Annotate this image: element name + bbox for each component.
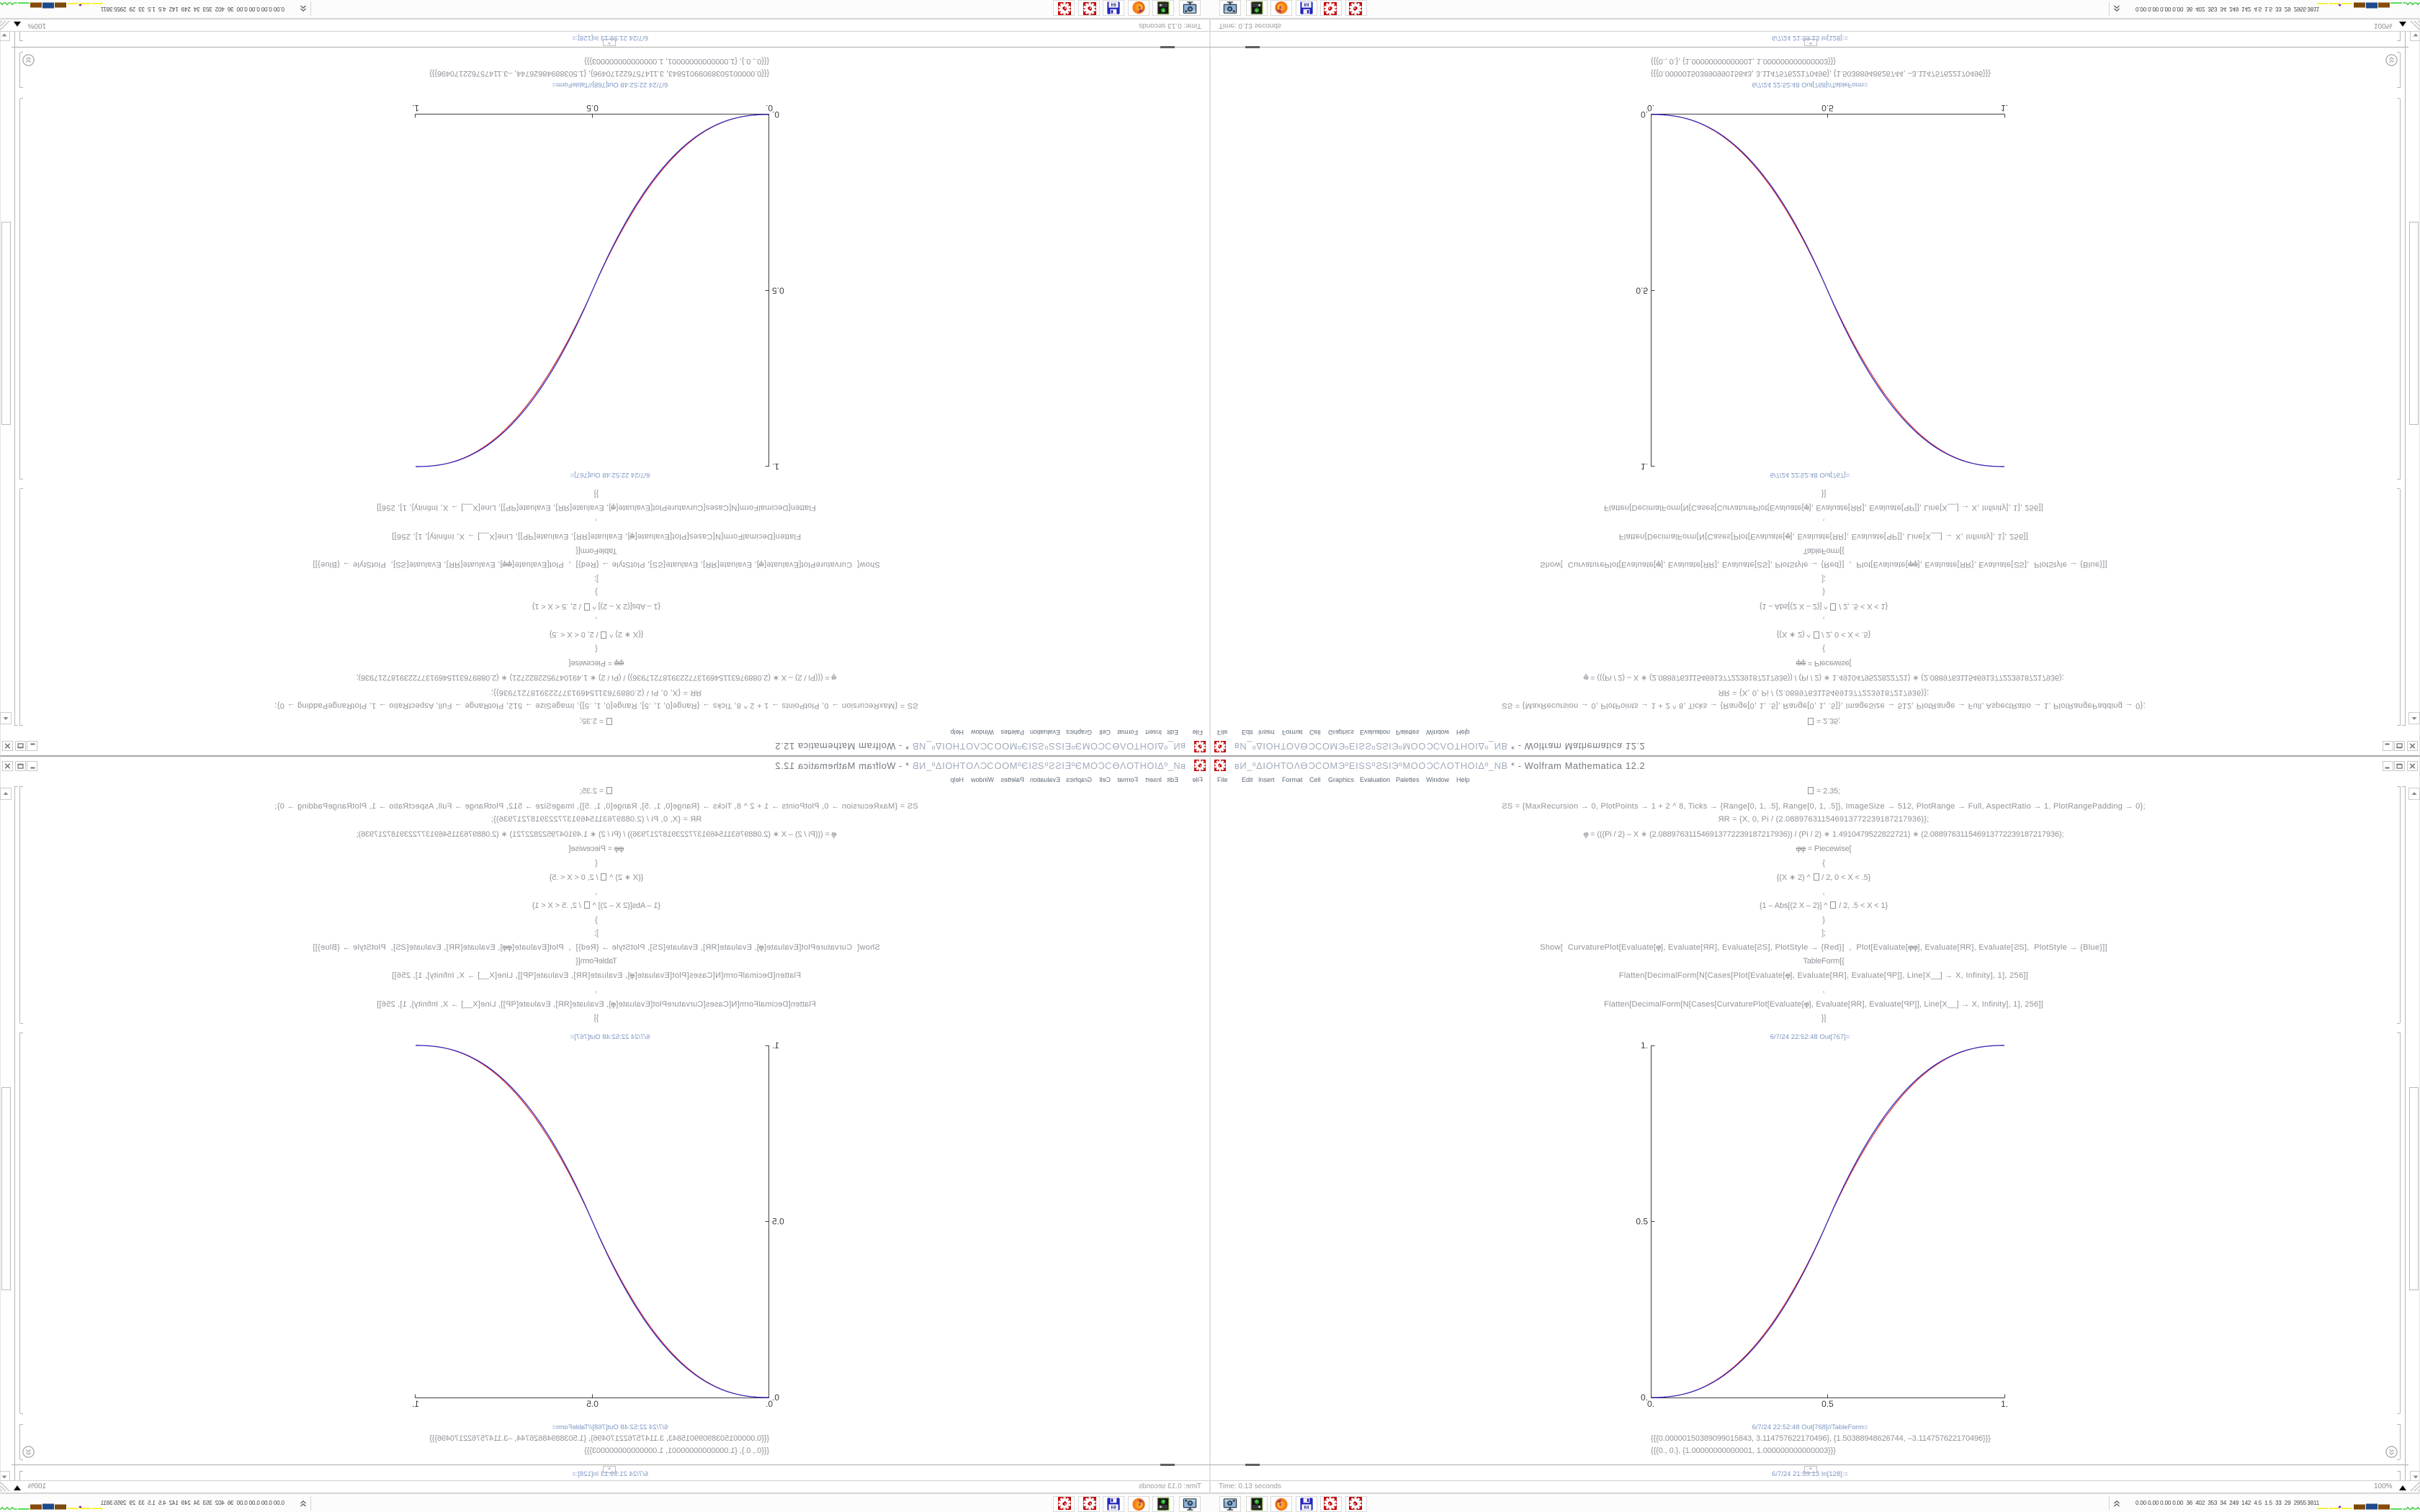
svg-text:1.: 1. (412, 1399, 419, 1409)
svg-text:0.5: 0.5 (1636, 1217, 1648, 1227)
svg-text:0.5: 0.5 (772, 286, 784, 296)
svg-text:64: 64 (1111, 1506, 1116, 1511)
svg-text:0.: 0. (1647, 103, 1654, 113)
svg-text:1.: 1. (1641, 1040, 1648, 1050)
svg-text:1.: 1. (2001, 103, 2008, 113)
svg-text:0.5: 0.5 (1636, 286, 1648, 296)
svg-text:0.5: 0.5 (1821, 1399, 1834, 1409)
svg-text:1.: 1. (2001, 1399, 2008, 1409)
svg-text:0.5: 0.5 (586, 1399, 599, 1409)
svg-text:0.: 0. (766, 1399, 773, 1409)
svg-text:0.5: 0.5 (586, 103, 599, 113)
svg-text:1.: 1. (772, 462, 779, 472)
svg-text:0.: 0. (772, 1392, 779, 1403)
svg-text:1.: 1. (412, 103, 419, 113)
svg-text:0.: 0. (766, 103, 773, 113)
svg-text:1.: 1. (1641, 462, 1648, 472)
svg-text:0.5: 0.5 (1821, 103, 1834, 113)
svg-text:0.5: 0.5 (772, 1217, 784, 1227)
svg-text:0.: 0. (1641, 1392, 1648, 1403)
svg-text:64: 64 (1304, 1506, 1309, 1511)
svg-text:64: 64 (1111, 1, 1116, 6)
svg-text:1.: 1. (772, 1040, 779, 1050)
svg-text:0.: 0. (1641, 109, 1648, 120)
svg-text:64: 64 (1304, 1, 1309, 6)
svg-text:0.: 0. (1647, 1399, 1654, 1409)
svg-text:0.: 0. (772, 109, 779, 120)
